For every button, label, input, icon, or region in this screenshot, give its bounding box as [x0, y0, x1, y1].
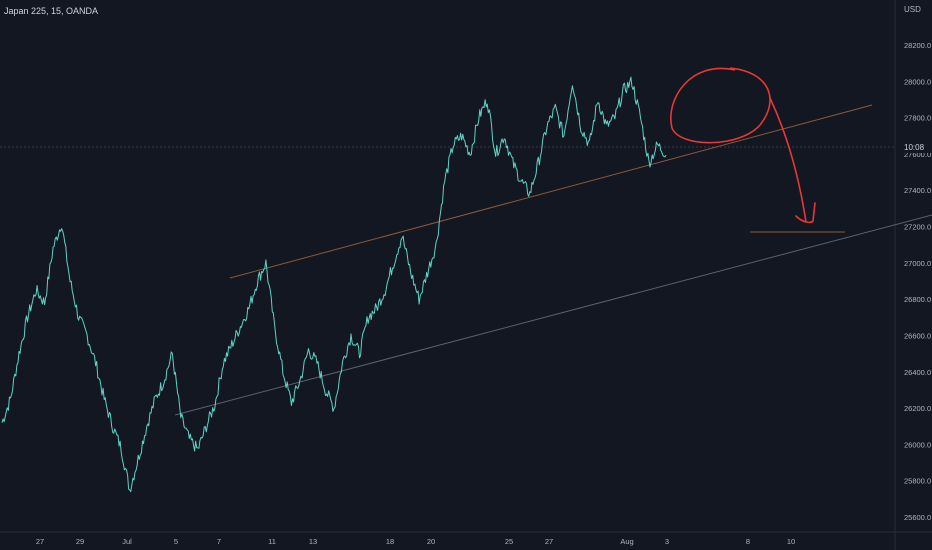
x-tick-label: 27 — [36, 537, 44, 546]
y-tick-label: 28000.0 — [904, 77, 931, 86]
currency-label: USD — [904, 5, 921, 14]
current-price-label: 10:08 — [904, 143, 925, 152]
drawings-layer — [174, 67, 932, 416]
y-tick-label: 27800.0 — [904, 114, 931, 123]
upper-channel-line — [229, 104, 873, 279]
x-tick-label: 18 — [386, 537, 394, 546]
y-tick-label: 26800.0 — [904, 295, 931, 304]
x-tick-label: 20 — [427, 537, 435, 546]
hand-drawn-circle — [670, 67, 771, 144]
x-tick-label: 11 — [268, 537, 276, 546]
x-tick-label: 3 — [665, 537, 669, 546]
price-axis[interactable]: 28200.0 28000.0 27800.0 27600.0 27400.0 27200… — [904, 41, 931, 522]
y-tick-label: 25800.0 — [904, 477, 931, 486]
x-tick-label: 7 — [217, 537, 221, 546]
y-tick-label: 27600.0 — [904, 150, 931, 159]
x-tick-label: 27 — [545, 537, 553, 546]
y-tick-label: 26000.0 — [904, 440, 931, 449]
x-tick-label: 29 — [76, 537, 84, 546]
y-tick-label: 26200.0 — [904, 404, 931, 413]
price-line — [1, 76, 667, 493]
chart-title: Japan 225, 15, OANDA — [4, 6, 99, 16]
x-tick-label: Aug — [620, 537, 633, 546]
x-tick-label: 13 — [309, 537, 317, 546]
y-tick-label: 26600.0 — [904, 331, 931, 340]
y-tick-label: 25600.0 — [904, 513, 931, 522]
lower-channel-line — [174, 214, 932, 416]
x-tick-label: 5 — [174, 537, 178, 546]
y-tick-label: 26400.0 — [904, 368, 931, 377]
hand-drawn-arrow — [769, 97, 816, 224]
x-tick-label: 10 — [787, 537, 795, 546]
time-axis[interactable]: 27 29 Jul 5 7 11 13 18 20 25 27 Aug 3 8 10 — [36, 537, 795, 546]
x-tick-label: Jul — [122, 537, 132, 546]
current-price-tag: 10:08 — [896, 141, 932, 153]
y-tick-label: 28200.0 — [904, 41, 931, 50]
price-series — [1, 76, 667, 493]
x-tick-label: 8 — [746, 537, 750, 546]
x-tick-label: 25 — [505, 537, 513, 546]
y-tick-label: 27200.0 — [904, 223, 931, 232]
y-tick-label: 27400.0 — [904, 186, 931, 195]
y-tick-label: 27000.0 — [904, 259, 931, 268]
